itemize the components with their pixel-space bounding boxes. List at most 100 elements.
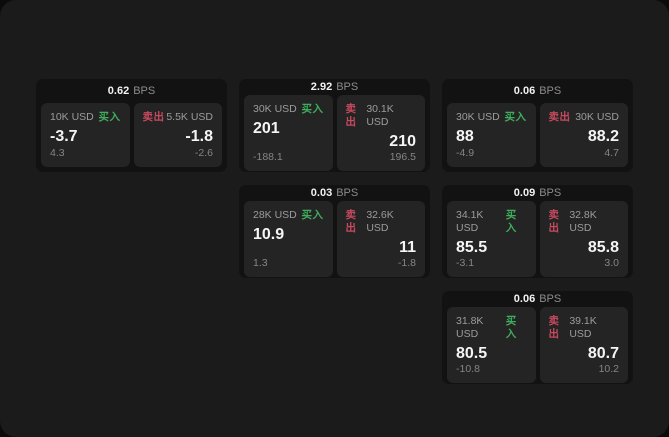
quote-card: 0.06 BPS 31.8K USD 买入 80.5 -10.8 卖出 39.1… bbox=[442, 291, 633, 384]
sell-panel-top: 卖出 5.5K USD bbox=[143, 111, 214, 124]
buy-delta-value: -10.8 bbox=[456, 363, 480, 375]
bps-value: 0.06 bbox=[513, 293, 536, 305]
card-body: 34.1K USD 买入 85.5 -3.1 卖出 32.8K USD 85.8… bbox=[442, 199, 633, 278]
sell-amount-label: 32.6K USD bbox=[366, 209, 394, 234]
sell-price-value: 85.8 bbox=[587, 239, 619, 256]
sell-side-label: 卖出 bbox=[345, 209, 357, 234]
buy-amount-label: 10K USD bbox=[50, 111, 94, 123]
card-body: 30K USD 买入 201 -188.1 卖出 30.1K USD 210 1… bbox=[239, 93, 430, 172]
buy-delta-value: 4.3 bbox=[50, 147, 65, 159]
buy-panel[interactable]: 30K USD 买入 88 -4.9 bbox=[447, 103, 536, 167]
sell-side-label: 卖出 bbox=[548, 111, 571, 123]
buy-price-value: 10.9 bbox=[253, 226, 285, 243]
buy-panel-top: 31.8K USD 买入 bbox=[456, 315, 527, 341]
sell-panel[interactable]: 卖出 30.1K USD 210 196.5 bbox=[336, 95, 425, 171]
buy-panel[interactable]: 31.8K USD 买入 80.5 -10.8 bbox=[447, 307, 536, 383]
card-body: 31.8K USD 买入 80.5 -10.8 卖出 39.1K USD 80.… bbox=[442, 305, 633, 384]
buy-panel-top: 30K USD 买入 bbox=[253, 103, 324, 116]
card-header: 0.03 BPS bbox=[239, 185, 430, 199]
sell-delta-value: -2.6 bbox=[194, 147, 213, 159]
buy-amount-label: 31.8K USD bbox=[456, 315, 484, 340]
sell-panel[interactable]: 卖出 39.1K USD 80.7 10.2 bbox=[539, 307, 628, 383]
buy-price-value: 88 bbox=[456, 128, 474, 145]
bps-value: 2.92 bbox=[310, 81, 333, 93]
buy-panel[interactable]: 34.1K USD 买入 85.5 -3.1 bbox=[447, 201, 536, 277]
sell-amount-label: 39.1K USD bbox=[569, 315, 597, 340]
buy-delta-value: -4.9 bbox=[456, 147, 475, 159]
bps-value: 0.09 bbox=[513, 187, 536, 199]
card-header: 0.06 BPS bbox=[442, 291, 633, 305]
sell-side-label: 卖出 bbox=[548, 315, 560, 340]
bps-unit-label: BPS bbox=[133, 85, 156, 97]
sell-price-value: 80.7 bbox=[587, 345, 619, 362]
bps-unit-label: BPS bbox=[539, 187, 562, 199]
quote-card: 2.92 BPS 30K USD 买入 201 -188.1 卖出 30.1K … bbox=[239, 79, 430, 172]
sell-panel[interactable]: 卖出 32.6K USD 11 -1.8 bbox=[336, 201, 425, 277]
sell-side-label: 卖出 bbox=[345, 103, 357, 128]
sell-delta-value: 4.7 bbox=[604, 147, 619, 159]
buy-side-label: 买入 bbox=[505, 209, 517, 234]
buy-panel-top: 10K USD 买入 bbox=[50, 111, 121, 124]
sell-price-value: 88.2 bbox=[587, 128, 619, 145]
buy-price-value: 85.5 bbox=[456, 239, 488, 256]
card-header: 2.92 BPS bbox=[239, 79, 430, 93]
bps-value: 0.06 bbox=[513, 85, 536, 97]
bps-unit-label: BPS bbox=[336, 81, 359, 93]
sell-side-label: 卖出 bbox=[548, 209, 560, 234]
sell-panel[interactable]: 卖出 5.5K USD -1.8 -2.6 bbox=[133, 103, 222, 167]
sell-panel-top: 卖出 30.1K USD bbox=[346, 103, 417, 129]
card-header: 0.62 BPS bbox=[36, 79, 227, 101]
sell-delta-value: 3.0 bbox=[604, 257, 619, 269]
card-body: 10K USD 买入 -3.7 4.3 卖出 5.5K USD -1.8 -2.… bbox=[36, 101, 227, 172]
buy-side-label: 买入 bbox=[504, 111, 527, 123]
sell-delta-value: -1.8 bbox=[397, 257, 416, 269]
sell-price-value: -1.8 bbox=[185, 128, 213, 145]
quote-card: 0.03 BPS 28K USD 买入 10.9 1.3 卖出 32.6K US… bbox=[239, 185, 430, 278]
sell-panel-top: 卖出 32.8K USD bbox=[549, 209, 620, 235]
sell-amount-label: 32.8K USD bbox=[569, 209, 597, 234]
bps-unit-label: BPS bbox=[539, 85, 562, 97]
buy-price-value: 201 bbox=[253, 120, 280, 137]
buy-price-value: 80.5 bbox=[456, 345, 488, 362]
bps-unit-label: BPS bbox=[336, 187, 359, 199]
buy-panel[interactable]: 10K USD 买入 -3.7 4.3 bbox=[41, 103, 130, 167]
sell-price-value: 11 bbox=[399, 239, 416, 256]
buy-delta-value: 1.3 bbox=[253, 257, 268, 269]
card-header: 0.09 BPS bbox=[442, 185, 633, 199]
buy-panel-top: 28K USD 买入 bbox=[253, 209, 324, 222]
buy-side-label: 买入 bbox=[98, 111, 121, 123]
sell-delta-value: 196.5 bbox=[389, 151, 416, 163]
sell-price-value: 210 bbox=[389, 133, 416, 150]
sell-panel-top: 卖出 32.6K USD bbox=[346, 209, 417, 235]
card-body: 28K USD 买入 10.9 1.3 卖出 32.6K USD 11 -1.8 bbox=[239, 199, 430, 278]
quote-cards-grid: 0.62 BPS 10K USD 买入 -3.7 4.3 卖出 5.5K USD… bbox=[36, 79, 633, 384]
sell-panel-top: 卖出 39.1K USD bbox=[549, 315, 620, 341]
sell-panel[interactable]: 卖出 32.8K USD 85.8 3.0 bbox=[539, 201, 628, 277]
quote-card: 0.62 BPS 10K USD 买入 -3.7 4.3 卖出 5.5K USD… bbox=[36, 79, 227, 172]
sell-panel[interactable]: 卖出 30K USD 88.2 4.7 bbox=[539, 103, 628, 167]
sell-delta-value: 10.2 bbox=[598, 363, 619, 375]
buy-panel[interactable]: 30K USD 买入 201 -188.1 bbox=[244, 95, 333, 171]
quote-card: 0.09 BPS 34.1K USD 买入 85.5 -3.1 卖出 32.8K… bbox=[442, 185, 633, 278]
buy-side-label: 买入 bbox=[301, 103, 324, 115]
buy-amount-label: 30K USD bbox=[253, 103, 297, 115]
bps-unit-label: BPS bbox=[539, 293, 562, 305]
buy-panel[interactable]: 28K USD 买入 10.9 1.3 bbox=[244, 201, 333, 277]
sell-amount-label: 30K USD bbox=[575, 111, 619, 123]
buy-delta-value: -188.1 bbox=[253, 151, 283, 163]
buy-amount-label: 34.1K USD bbox=[456, 209, 484, 234]
sell-amount-label: 5.5K USD bbox=[166, 111, 213, 123]
card-body: 30K USD 买入 88 -4.9 卖出 30K USD 88.2 4.7 bbox=[442, 101, 633, 172]
bps-value: 0.62 bbox=[107, 85, 130, 97]
buy-delta-value: -3.1 bbox=[456, 257, 475, 269]
sell-amount-label: 30.1K USD bbox=[366, 103, 394, 128]
buy-side-label: 买入 bbox=[301, 209, 324, 221]
card-header: 0.06 BPS bbox=[442, 79, 633, 101]
buy-amount-label: 28K USD bbox=[253, 209, 297, 221]
buy-panel-top: 30K USD 买入 bbox=[456, 111, 527, 124]
buy-side-label: 买入 bbox=[505, 315, 517, 340]
bps-value: 0.03 bbox=[310, 187, 333, 199]
buy-amount-label: 30K USD bbox=[456, 111, 500, 123]
sell-panel-top: 卖出 30K USD bbox=[549, 111, 620, 124]
